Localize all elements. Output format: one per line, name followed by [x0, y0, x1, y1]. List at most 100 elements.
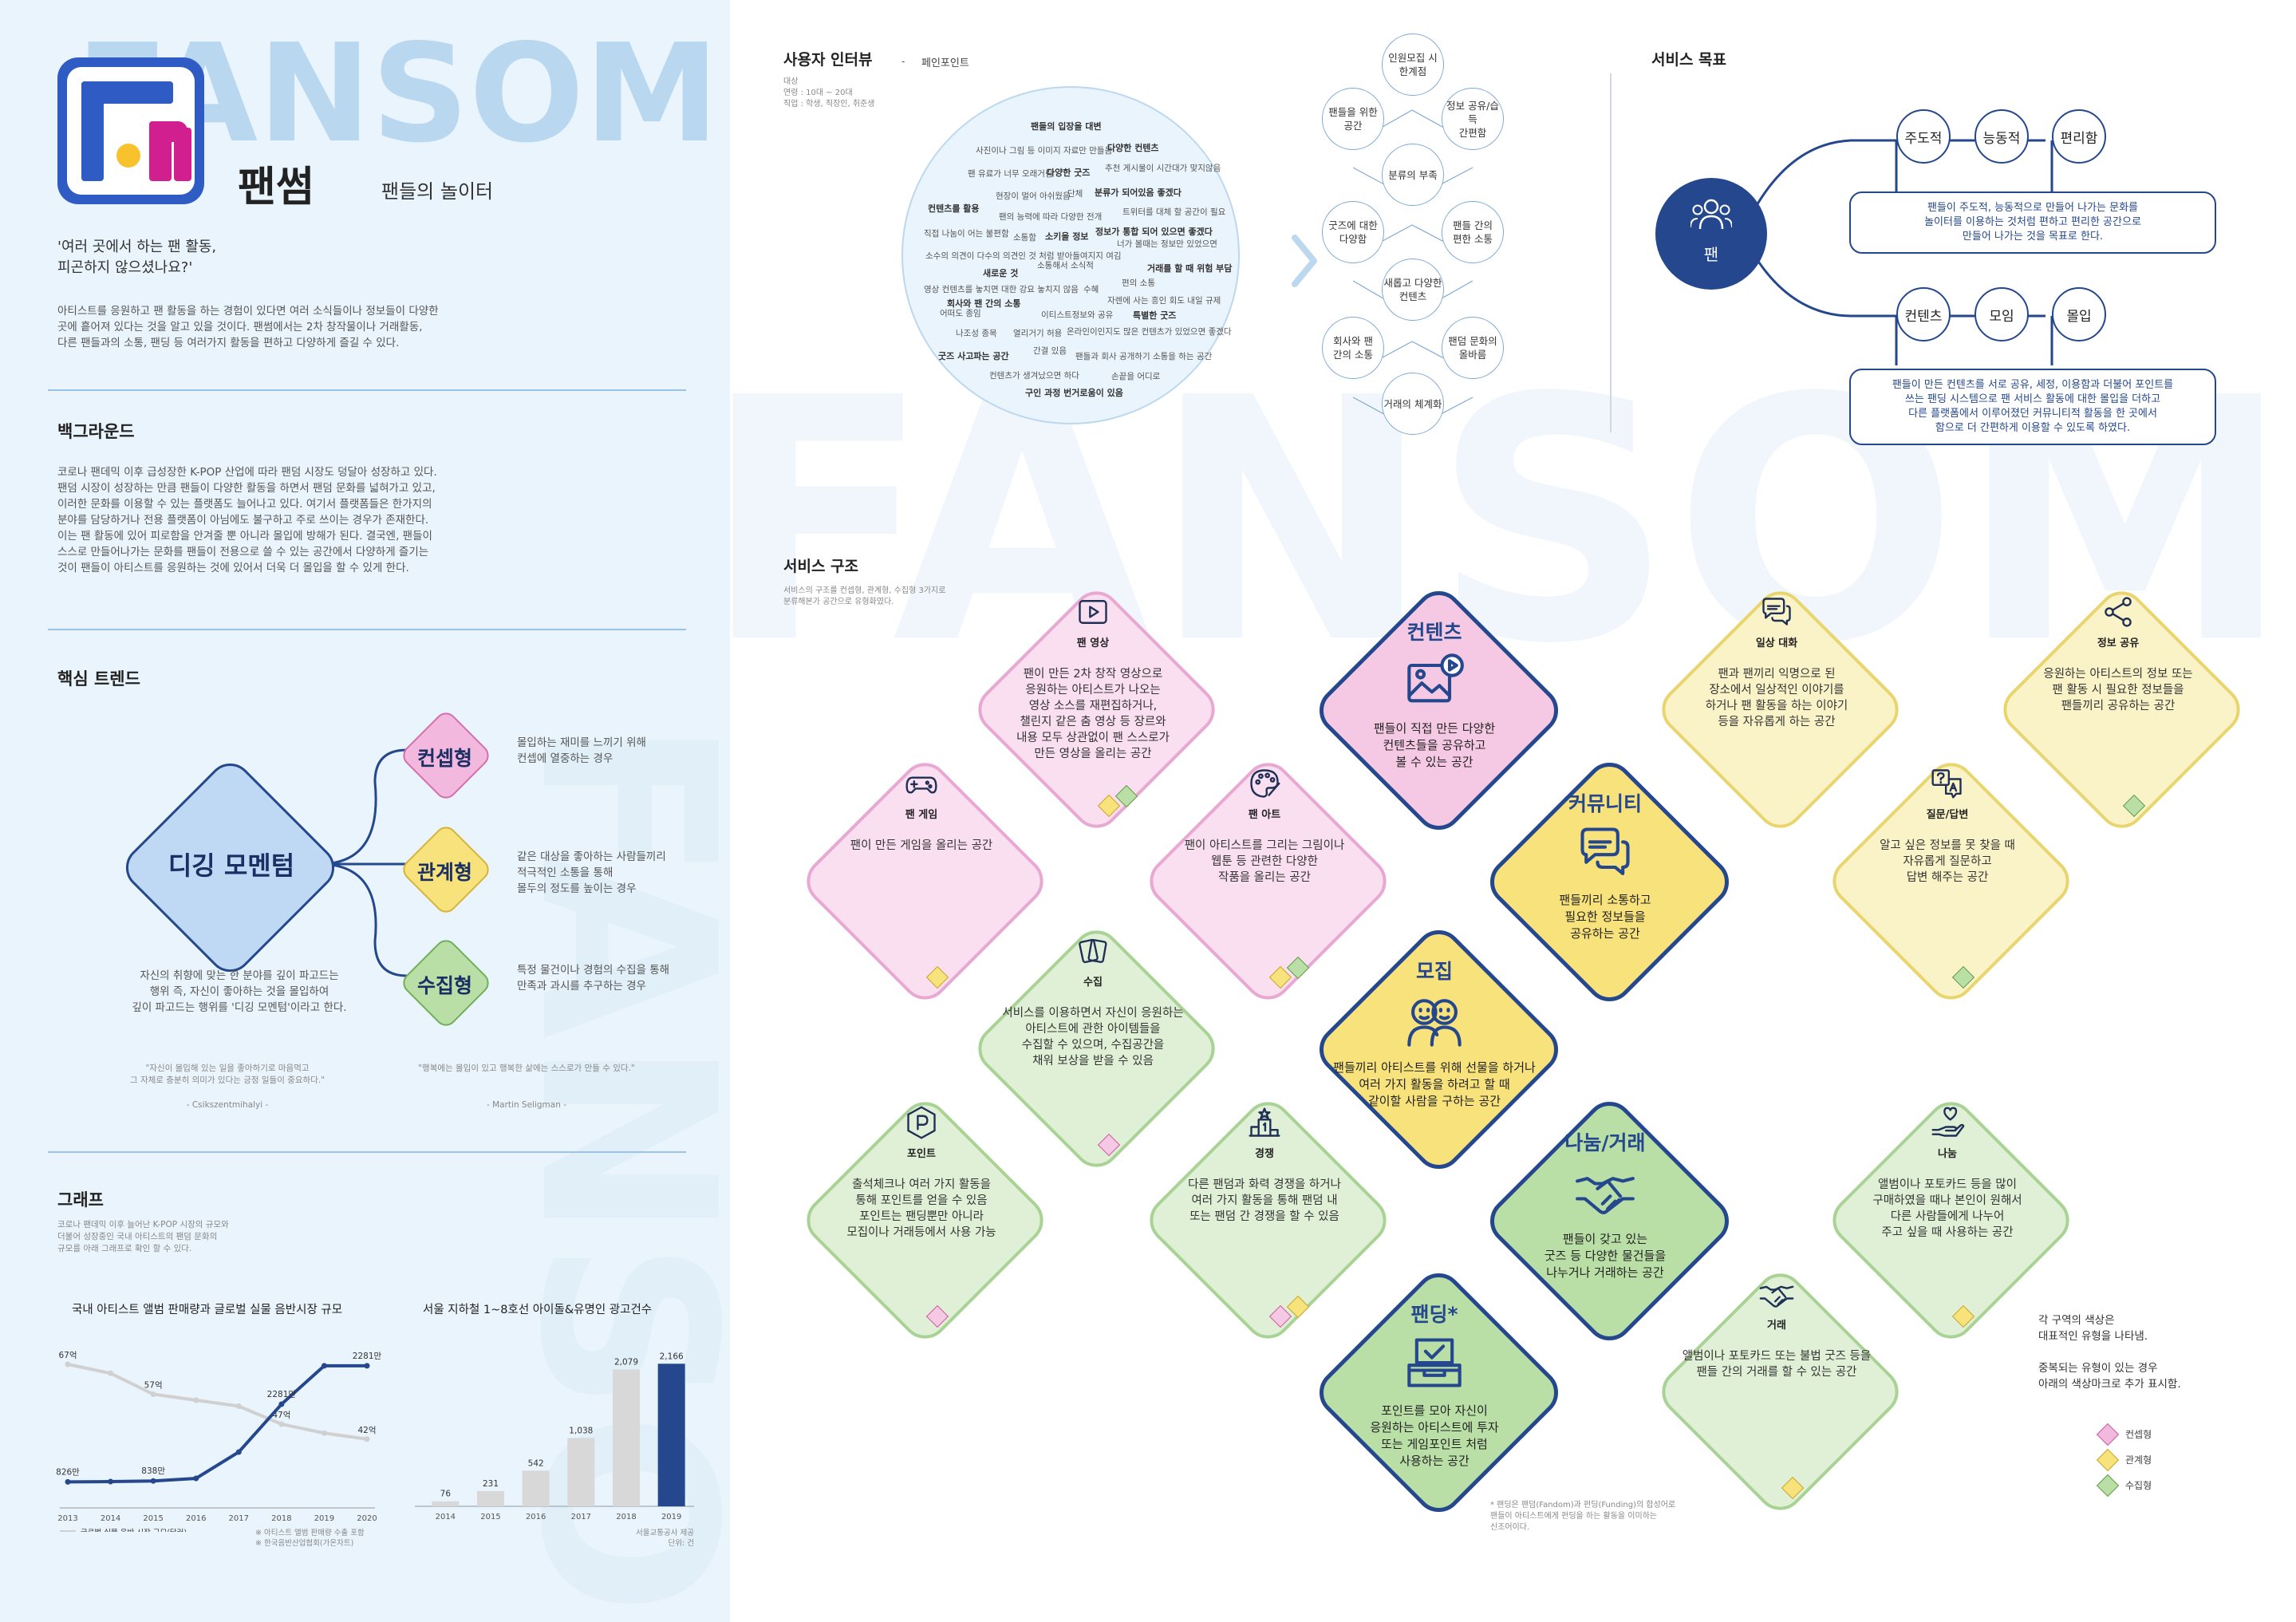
zone-title: 팬 게임: [905, 809, 938, 821]
structure-footnote: * 팬딩은 팬덤(Fandom)과 펀딩(Funding)의 합성어로 팬들이 …: [1490, 1501, 1676, 1532]
zone-icon-wrap: [1930, 766, 1965, 801]
cloud-word: 어떠도 종임: [940, 309, 981, 318]
pain-point-circle: 거래의 체계화: [1382, 373, 1444, 435]
quote-2-author: - Martin Seligman -: [486, 1100, 567, 1110]
cloud-word: 이티스트정보와 공유: [1041, 310, 1114, 320]
x-tick-label: 2020: [357, 1514, 377, 1523]
podium-icon: [1249, 1107, 1280, 1137]
zone-title: 나눔: [1938, 1148, 1957, 1160]
zone-title: 팬 영상: [1076, 637, 1110, 649]
goal-tag: 편리함: [2052, 109, 2106, 164]
goal-tag: 능동적: [1974, 109, 2029, 164]
chevron-right-icon: [1292, 235, 1317, 287]
gamepad-icon: [905, 776, 937, 794]
group-desc: 팬들이 갖고 있는 굿즈 등 다양한 물건들을 나누거나 거래하는 공간: [1544, 1232, 1667, 1280]
interview-word-cloud: [901, 86, 1240, 424]
zone-desc: 팬이 아티스트를 그리는 그림이나 웹툰 등 관련한 다양한 작품을 올리는 공…: [1184, 839, 1345, 884]
x-tick-label: 2019: [314, 1514, 334, 1523]
quote-1-author: - Csikszentmihalyi -: [186, 1100, 269, 1110]
pain-point-circle: 인원모집 시 한계점: [1382, 34, 1444, 96]
vote-box-icon: [1407, 1338, 1462, 1387]
legend-swatch: [2096, 1423, 2120, 1446]
chat-icon: [1580, 827, 1630, 875]
brand-logo: [57, 57, 204, 204]
legend-swatch: [2096, 1448, 2120, 1472]
divider: [48, 629, 686, 630]
pain-point-circle: 팬들 간의 편한 소통: [1442, 201, 1504, 263]
zone-icon-wrap: [1247, 766, 1282, 801]
brand-name: 팬썸: [238, 164, 314, 211]
cloud-word: 편의 소통: [1122, 278, 1155, 288]
group-desc: 팬들끼리 소통하고 필요한 정보들을 공유하는 공간: [1559, 893, 1651, 941]
quote-1-text: "자신이 몰입해 있는 일을 좋아하기로 마음먹고 그 자체로 충분히 의미가 …: [129, 1064, 325, 1085]
data-point: [193, 1475, 199, 1482]
trend-type-desc: 특정 물건이나 경험의 수집을 통해 만족과 과시를 추구하는 경우: [517, 964, 670, 993]
cloud-word: 특별한 굿즈: [1133, 310, 1177, 321]
cloud-word: 굿즈 사고파는 공간: [938, 351, 1009, 361]
line-chart: 2013 2014 2015 2016 2017 2018 2019 2020 67억 57억 47…: [56, 1351, 382, 1532]
group-icon-wrap: [1404, 1332, 1465, 1393]
trend-type-label: 컨셉형: [416, 747, 472, 770]
data-label: 47억: [272, 1411, 290, 1420]
legend-label: 글로벌 실물 음반 시장 규모(달러): [81, 1528, 187, 1532]
x-tick-label: 2014: [436, 1513, 456, 1521]
zone-desc: 팬이 만든 2차 창작 영상으로 응원하는 아티스트가 나오는 영상 소스를 재…: [1016, 668, 1170, 760]
x-tick-label: 2015: [480, 1513, 500, 1521]
cards-icon: [1079, 938, 1107, 964]
goal-bottom-desc: 팬들이 만든 컨텐츠를 서로 공유, 세정, 이용함과 더불어 포인트를 쓰는 …: [1849, 369, 2216, 445]
structure-title: 서비스 구조: [783, 558, 859, 575]
bar-value-label: 231: [483, 1479, 499, 1489]
share-icon: [2105, 597, 2132, 627]
bar-value-label: 76: [440, 1490, 452, 1499]
group-icon-wrap: [1575, 822, 1635, 882]
zone-icon-wrap: [1759, 1277, 1794, 1312]
zone-desc: 서비스를 이용하면서 자신이 응원하는 아티스트에 관한 아이템들을 수집할 수…: [1002, 1007, 1184, 1068]
x-tick-label: 2017: [571, 1513, 591, 1521]
data-point: [193, 1397, 199, 1403]
cloud-word: 거래를 할 때 위험 부담: [1147, 263, 1233, 274]
group-title: 컨텐츠: [1406, 621, 1462, 644]
bar: [522, 1470, 550, 1506]
cloud-word: 손끝을 어디로: [1111, 372, 1161, 381]
x-tick-label: 2013: [57, 1514, 77, 1523]
data-point: [65, 1361, 71, 1367]
legend-label: 관계형: [2125, 1454, 2152, 1466]
zone-desc: 다른 팬덤과 화력 경쟁을 하거나 여러 가지 활동을 통해 팬덤 내 또는 팬…: [1188, 1178, 1341, 1223]
cloud-word: 다양한 컨텐츠: [1107, 143, 1159, 153]
goal-tag: 몰입: [2052, 287, 2106, 341]
zone-icon-wrap: [2101, 594, 2136, 629]
zone-title: 일상 대화: [1755, 637, 1798, 649]
x-tick-label: 2016: [186, 1514, 206, 1523]
data-point: [150, 1391, 156, 1397]
cloud-word: 현장이 멀어 아쉬웠음: [996, 191, 1071, 201]
line-chart-title: 국내 아티스트 앨범 판매량과 글로벌 실물 음반시장 규모: [72, 1304, 343, 1316]
bar-value-label: 542: [528, 1458, 544, 1468]
bar-chart: 76 2014 231 2015 542 2016 1,038 2017 2,079 2018 2,…: [415, 1352, 694, 1521]
zone-icon-wrap: [904, 1105, 939, 1140]
divider: [48, 1151, 686, 1153]
data-label: 826만: [56, 1467, 80, 1477]
goal-hub-label: 팬: [1703, 245, 1719, 264]
chat-icon: [1762, 598, 1791, 626]
data-point: [321, 1430, 327, 1436]
zone-icon-wrap: [1930, 1105, 1965, 1140]
data-label: 2281만: [267, 1390, 297, 1399]
cloud-word: 팬들과 회사 공개하기 소통을 하는 공간: [1075, 352, 1213, 361]
background-body: 코로나 팬데믹 이후 급성장한 K-POP 산업에 따라 팬덤 시장도 덩달아 …: [57, 466, 437, 574]
zone-icon-wrap: [904, 766, 939, 801]
series-line: [66, 1363, 369, 1441]
zone-desc: 앨범이나 포토카드 등을 많이 구매하였을 때나 본인이 원해서 다른 사람들에…: [1872, 1178, 2022, 1239]
users-icon: [1690, 199, 1732, 230]
x-tick-label: 2017: [229, 1514, 249, 1523]
bar-chart-title: 서울 지하철 1~8호선 아이돌&유명인 광고건수: [423, 1304, 653, 1316]
zone-desc: 알고 싶은 정보를 못 찾을 때 자유롭게 질문하고 답변 해주는 공간: [1880, 839, 2015, 884]
pain-point-circle: 새롭고 다양한 컨텐츠: [1382, 258, 1444, 321]
bar: [613, 1369, 640, 1506]
line-chart-note: ※ 아티스트 앨범 판매량 수출 포함 ※ 한국음반산업협회(가온차트): [255, 1529, 365, 1548]
legend-swatch: [2096, 1474, 2120, 1498]
cloud-word: 소통함: [1013, 233, 1036, 243]
interview-subtitle: 페인포인트: [921, 57, 969, 69]
bar-value-label: 2,079: [614, 1357, 638, 1367]
group-title: 모집: [1415, 960, 1453, 983]
cloud-word: 자렌에 사는 흥인 회도 내일 규제: [1107, 296, 1221, 306]
